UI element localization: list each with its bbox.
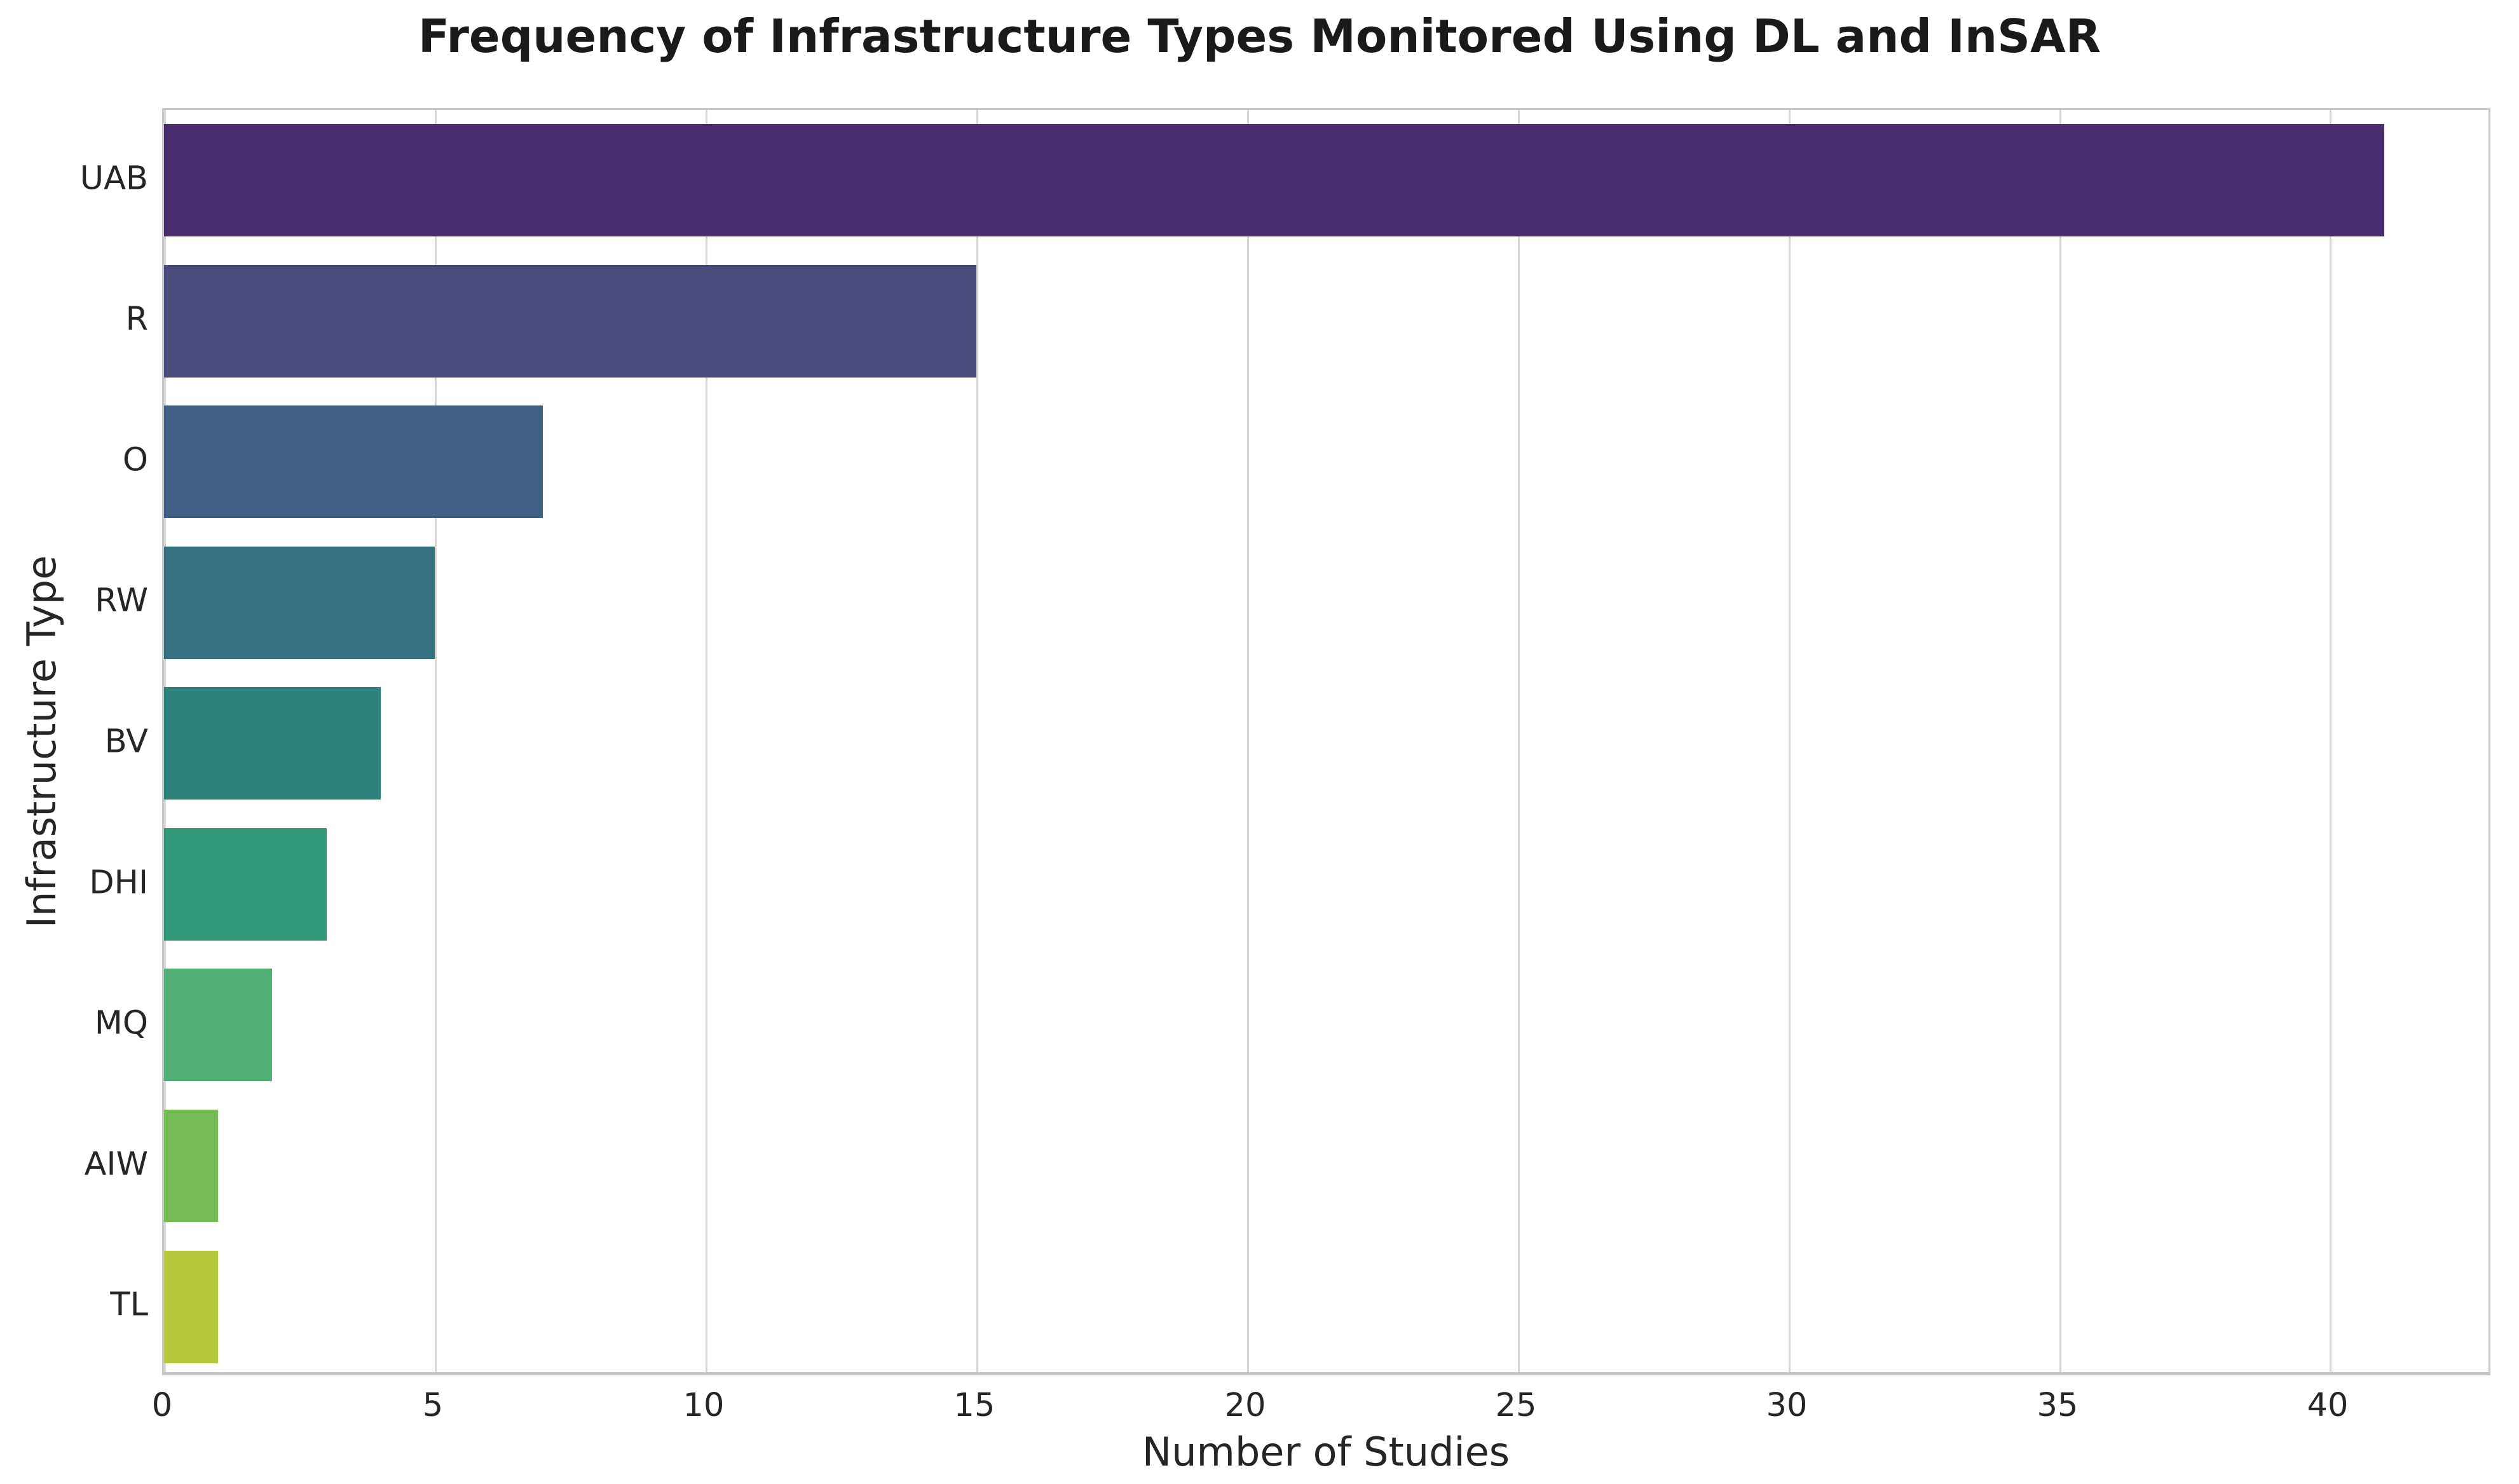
x-tick-label-35: 35 [2037,1387,2079,1424]
plot-area [162,108,2490,1375]
y-tick-label-TL: TL [110,1286,148,1324]
y-tick-label-UAB: UAB [79,160,148,198]
bar-AIW [164,1110,218,1222]
bar-BV [164,687,381,800]
bar-MQ [164,969,272,1081]
x-tick-label-20: 20 [1224,1387,1266,1424]
gridline-x-25 [1518,110,1520,1372]
y-axis-label: Infrastructure Type [18,555,65,929]
gridline-x-20 [1247,110,1249,1372]
x-tick-label-15: 15 [953,1387,995,1424]
x-axis-label: Number of Studies [1142,1429,1510,1475]
x-tick-label-25: 25 [1495,1387,1537,1424]
x-tick-label-10: 10 [683,1387,725,1424]
y-tick-label-R: R [125,300,148,338]
bar-DHI [164,828,327,941]
bar-O [164,405,543,518]
y-tick-label-AIW: AIW [84,1145,148,1183]
gridline-x-5 [435,110,437,1372]
y-tick-label-O: O [122,441,148,479]
y-tick-label-MQ: MQ [94,1004,148,1042]
x-tick-label-30: 30 [1766,1387,1808,1424]
bar-RW [164,547,435,659]
gridline-x-30 [1789,110,1791,1372]
gridline-x-10 [706,110,707,1372]
bar-TL [164,1251,218,1363]
y-tick-label-BV: BV [104,723,148,761]
chart-title: Frequency of Infrastructure Types Monito… [418,10,2101,63]
x-tick-label-5: 5 [422,1387,444,1424]
bar-UAB [164,124,2384,236]
y-tick-label-DHI: DHI [89,864,148,902]
gridline-x-15 [976,110,978,1372]
gridline-x-35 [2059,110,2061,1372]
y-tick-label-RW: RW [95,582,148,620]
x-tick-label-0: 0 [151,1387,173,1424]
x-tick-label-40: 40 [2307,1387,2349,1424]
gridline-x-40 [2330,110,2331,1372]
bar-R [164,265,976,378]
